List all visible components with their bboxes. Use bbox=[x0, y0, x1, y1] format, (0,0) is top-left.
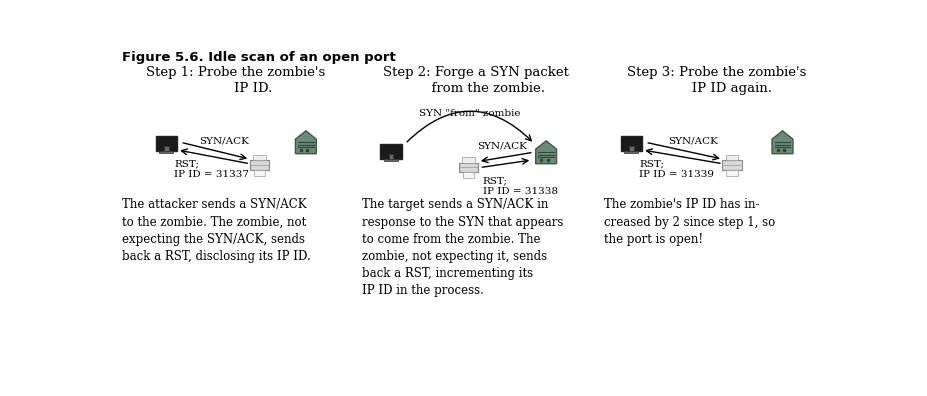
FancyBboxPatch shape bbox=[253, 170, 265, 176]
FancyBboxPatch shape bbox=[726, 170, 737, 176]
Polygon shape bbox=[295, 131, 316, 154]
FancyBboxPatch shape bbox=[164, 146, 169, 151]
FancyBboxPatch shape bbox=[463, 173, 474, 179]
Text: The target sends a SYN/ACK in
response to the SYN that appears
to come from the : The target sends a SYN/ACK in response t… bbox=[362, 198, 564, 297]
FancyBboxPatch shape bbox=[462, 157, 475, 163]
Text: RST;
IP ID = 31339: RST; IP ID = 31339 bbox=[639, 159, 714, 179]
FancyBboxPatch shape bbox=[624, 151, 638, 153]
FancyBboxPatch shape bbox=[253, 155, 265, 160]
FancyBboxPatch shape bbox=[249, 160, 269, 170]
Text: The zombie's IP ID has in-
creased by 2 since step 1, so
the port is open!: The zombie's IP ID has in- creased by 2 … bbox=[603, 198, 775, 246]
Polygon shape bbox=[771, 131, 792, 154]
Text: Step 1: Probe the zombie's
        IP ID.: Step 1: Probe the zombie's IP ID. bbox=[146, 66, 325, 95]
FancyBboxPatch shape bbox=[159, 151, 173, 153]
FancyBboxPatch shape bbox=[380, 144, 401, 159]
Polygon shape bbox=[535, 141, 556, 164]
Text: Step 3: Probe the zombie's
       IP ID again.: Step 3: Probe the zombie's IP ID again. bbox=[627, 66, 806, 95]
Text: Figure 5.6. Idle scan of an open port: Figure 5.6. Idle scan of an open port bbox=[122, 51, 396, 64]
Text: SYN/ACK: SYN/ACK bbox=[476, 142, 527, 151]
FancyBboxPatch shape bbox=[156, 136, 177, 151]
Text: The attacker sends a SYN/ACK
to the zombie. The zombie, not
expecting the SYN/AC: The attacker sends a SYN/ACK to the zomb… bbox=[122, 198, 311, 263]
Text: SYN/ACK: SYN/ACK bbox=[199, 136, 249, 145]
Text: SYN "from" zombie: SYN "from" zombie bbox=[419, 109, 520, 118]
Text: RST;
IP ID = 31338: RST; IP ID = 31338 bbox=[482, 177, 557, 196]
FancyBboxPatch shape bbox=[721, 160, 741, 170]
Text: SYN/ACK: SYN/ACK bbox=[667, 136, 717, 145]
Text: RST;
IP ID = 31337: RST; IP ID = 31337 bbox=[174, 159, 248, 179]
FancyBboxPatch shape bbox=[388, 154, 393, 159]
FancyBboxPatch shape bbox=[384, 159, 398, 161]
FancyBboxPatch shape bbox=[458, 163, 478, 173]
FancyBboxPatch shape bbox=[620, 136, 641, 151]
FancyBboxPatch shape bbox=[725, 155, 738, 160]
FancyBboxPatch shape bbox=[629, 146, 633, 151]
Text: Step 2: Forge a SYN packet
      from the zombie.: Step 2: Forge a SYN packet from the zomb… bbox=[382, 66, 568, 95]
